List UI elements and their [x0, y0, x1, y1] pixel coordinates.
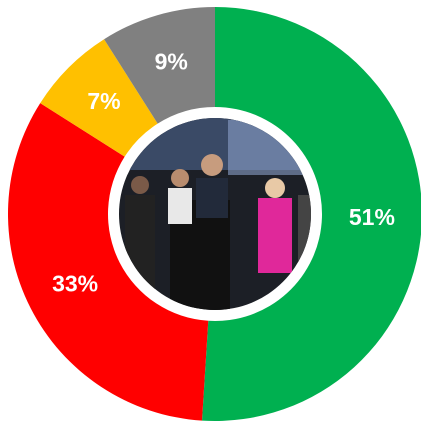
- page: 51%33%7%9% (() => { const data = JSON.pa…: [0, 0, 421, 421]
- data-label: 51%: [349, 204, 395, 230]
- data-label: 9%: [155, 48, 188, 74]
- data-label: 33%: [52, 270, 98, 296]
- data-label: 7%: [87, 88, 120, 114]
- photo: [110, 110, 320, 320]
- chart: 51% 33% 7% 9%: [0, 0, 421, 421]
